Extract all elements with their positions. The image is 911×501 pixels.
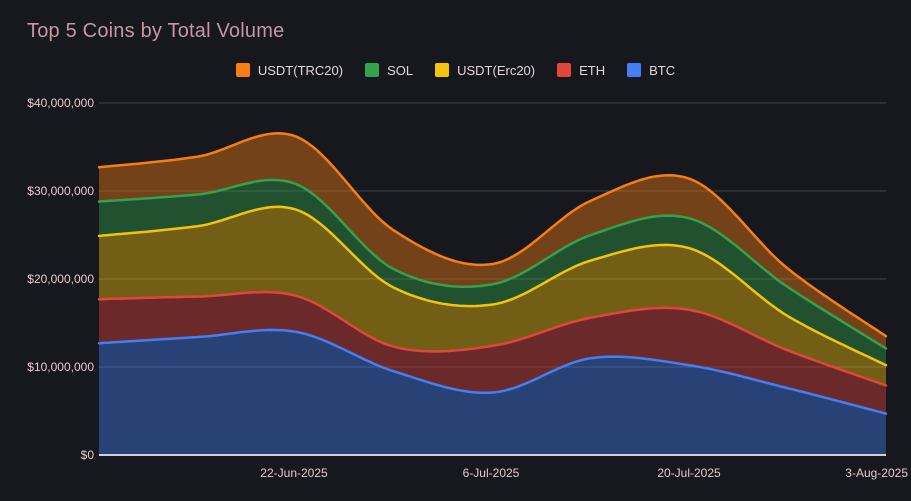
area-fill-usdt-trc20 xyxy=(99,133,886,349)
legend-label-usdt-erc20: USDT(Erc20) xyxy=(457,62,536,78)
legend-swatch-sol xyxy=(365,63,380,77)
legend-item-usdt-erc20[interactable]: USDT(Erc20) xyxy=(435,63,535,78)
x-axis-labels: 22-Jun-2025 6-Jul-2025 20-Jul-2025 3-Aug… xyxy=(260,466,908,480)
area-fill-sol xyxy=(99,179,886,366)
y-tick-40m: $40,000,000 xyxy=(27,96,94,110)
series-line-usdt-erc20 xyxy=(97,205,888,367)
legend-swatch-usdt-erc20 xyxy=(435,63,450,77)
legend-label-btc: BTC xyxy=(649,62,676,78)
area-fill-eth xyxy=(99,292,886,414)
legend-swatch-usdt-trc20 xyxy=(235,63,250,77)
x-tick-6-jul: 6-Jul-2025 xyxy=(463,466,520,480)
legend-label-usdt-trc20: USDT(TRC20) xyxy=(257,62,344,78)
legend-item-sol[interactable]: SOL xyxy=(365,63,413,78)
area-fill-usdt-erc20 xyxy=(99,206,886,386)
legend-label-eth: ETH xyxy=(579,62,606,78)
legend-item-eth[interactable]: ETH xyxy=(557,63,605,78)
series-line-eth xyxy=(97,290,888,387)
legend-label-sol: SOL xyxy=(387,62,414,78)
legend-item-btc[interactable]: BTC xyxy=(627,63,675,78)
legend-swatch-eth xyxy=(557,63,572,77)
chart-title: Top 5 Coins by Total Volume xyxy=(27,20,285,42)
x-tick-3-aug: 3-Aug-2025 xyxy=(845,466,908,480)
series-line-btc xyxy=(97,328,888,415)
y-tick-0: $0 xyxy=(81,448,95,462)
x-tick-20-jul: 20-Jul-2025 xyxy=(657,466,721,480)
y-tick-30m: $30,000,000 xyxy=(27,184,94,198)
y-tick-20m: $20,000,000 xyxy=(27,272,94,286)
x-tick-22-jun: 22-Jun-2025 xyxy=(260,466,328,480)
y-tick-10m: $10,000,000 xyxy=(27,360,94,374)
series-line-usdt-trc20 xyxy=(97,132,888,338)
chart-legend: USDT(TRC20) SOL USDT(Erc20) ETH BTC xyxy=(0,61,911,79)
legend-swatch-btc xyxy=(627,63,642,77)
series-line-sol xyxy=(97,178,888,350)
y-axis-labels: $40,000,000 $30,000,000 $20,000,000 $10,… xyxy=(27,96,94,462)
legend-item-usdt-trc20[interactable]: USDT(TRC20) xyxy=(235,62,344,78)
area-fill-btc xyxy=(99,329,886,455)
area-series-group xyxy=(97,132,888,455)
